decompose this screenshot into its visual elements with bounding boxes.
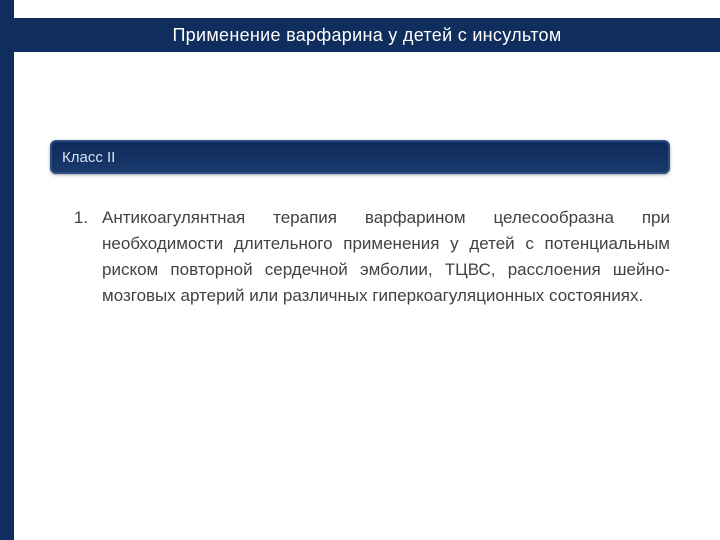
body-list: 1. Антикоагулянтная терапия варфарином ц… (72, 205, 670, 309)
list-marker: 1. (72, 205, 102, 231)
title-bar: Применение варфарина у детей с инсультом (14, 18, 720, 52)
slide: Применение варфарина у детей с инсультом… (0, 0, 720, 540)
list-item: 1. Антикоагулянтная терапия варфарином ц… (72, 205, 670, 309)
class-pill: Класс II (50, 140, 670, 174)
page-title: Применение варфарина у детей с инсультом (172, 25, 561, 46)
list-text: Антикоагулянтная терапия варфарином целе… (102, 205, 670, 309)
class-label: Класс II (62, 149, 115, 166)
left-accent-stripe (0, 0, 14, 540)
